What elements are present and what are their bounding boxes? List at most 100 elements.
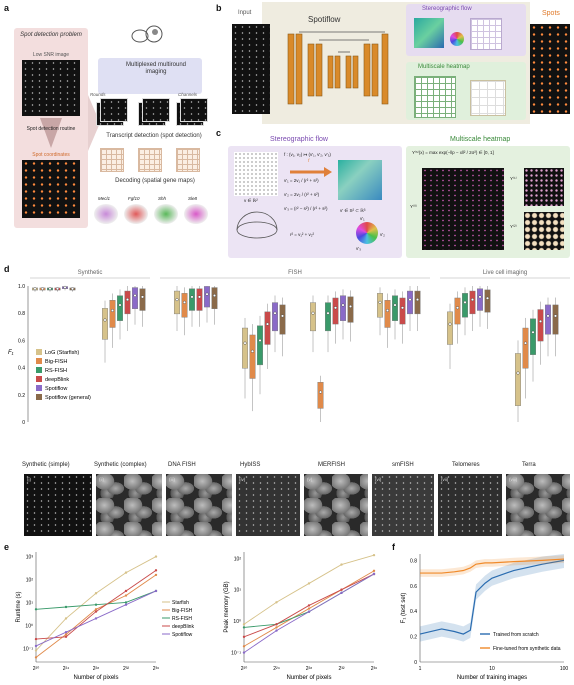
- data-point: [275, 626, 278, 629]
- x-axis-label: Number of pixels: [73, 675, 118, 681]
- y1-label: Y⁽¹⁾: [510, 176, 517, 181]
- median-point: [118, 303, 122, 307]
- box: [257, 325, 264, 366]
- dataset-image: (vii): [438, 474, 502, 536]
- box: [109, 300, 116, 328]
- equation-v3: v′₃ = (r² − s²) / (r² + s²): [284, 206, 328, 211]
- v3-axis-label: v′₃: [356, 246, 361, 251]
- median-point: [48, 287, 52, 291]
- data-point: [64, 633, 68, 636]
- data-point: [154, 573, 158, 577]
- panel-e-runtime-chart: 2²⁰ 2²⁴ 2²⁸ 2³² 2³⁶ 10³ 10² 10¹ 10⁰ 10⁻¹ Number of…: [16, 552, 194, 681]
- median-point: [56, 287, 60, 291]
- series-line: [243, 573, 375, 653]
- data-point: [124, 589, 128, 593]
- gene-label: Mecl1: [98, 196, 111, 201]
- series-line: [420, 558, 565, 574]
- data-point: [340, 563, 343, 566]
- mouse-icon: [130, 22, 164, 48]
- box: [264, 311, 271, 345]
- y-axis-label: F₁: [8, 350, 14, 356]
- spots-image: [530, 24, 570, 114]
- box: [447, 311, 454, 345]
- median-point: [250, 349, 254, 353]
- color-wheel-icon: [356, 222, 378, 244]
- dataset-name: Synthetic (complex): [94, 462, 147, 468]
- data-point: [34, 649, 38, 652]
- input-image: [232, 24, 270, 114]
- box: [392, 295, 399, 321]
- box: [477, 288, 484, 311]
- dataset-name: DNA FISH: [168, 462, 196, 468]
- y-tick-label: 0.2: [18, 393, 25, 399]
- box: [377, 293, 384, 318]
- heatmap-y1-image: [524, 168, 564, 206]
- panel-e-memory-chart: 2²⁰ 2²⁴ 2²⁸ 2³² 2³⁶ 10² 10¹ 10⁰ 10⁻¹ Number of pi…: [224, 552, 377, 681]
- group-label: Live cell imaging: [483, 270, 527, 276]
- y-tick-label: 0.2: [410, 635, 417, 641]
- median-point: [334, 306, 338, 310]
- data-point: [275, 629, 278, 632]
- dataset-name: Synthetic (simple): [22, 462, 70, 468]
- median-point: [41, 287, 45, 291]
- data-point: [154, 555, 158, 558]
- median-point: [70, 287, 74, 291]
- dataset-name: Terra: [522, 462, 536, 468]
- data-point: [64, 617, 68, 620]
- median-point: [175, 298, 179, 302]
- x-tick-label: 1: [419, 666, 422, 672]
- box: [317, 382, 324, 409]
- x-axis-label: Number of pixels: [286, 675, 331, 681]
- panel-b-label: b: [216, 3, 222, 13]
- data-point: [64, 605, 68, 609]
- legend-label: LoG (Starfish): [45, 350, 79, 356]
- spots-label: Spots: [542, 10, 560, 17]
- median-point: [516, 371, 520, 375]
- panel-c-label: c: [216, 128, 222, 138]
- y-tick-label: 10²: [26, 578, 34, 584]
- data-point: [34, 644, 38, 648]
- dataset-image: (vi): [372, 474, 434, 536]
- box: [537, 309, 544, 342]
- box: [181, 293, 188, 318]
- y-tick-label: 0.4: [18, 366, 25, 372]
- median-point: [386, 308, 390, 312]
- data-point: [94, 610, 98, 613]
- y-tick-label: 10⁰: [25, 623, 33, 629]
- dataset-name: HybISS: [240, 462, 261, 468]
- x-tick-label: 2²⁴: [63, 666, 70, 672]
- data-point: [154, 589, 158, 593]
- box: [515, 353, 522, 406]
- median-point: [546, 314, 550, 318]
- legend-label: RS-FISH: [45, 368, 67, 374]
- dataset-image: (i): [24, 474, 92, 536]
- data-point: [124, 594, 128, 597]
- median-point: [448, 322, 452, 326]
- median-point: [408, 298, 412, 302]
- panel-a-title: Spot detection problem: [20, 32, 82, 38]
- box: [530, 318, 537, 355]
- y-tick-label: 0.8: [410, 558, 417, 564]
- box: [484, 289, 491, 313]
- data-point: [94, 592, 98, 595]
- dataset-image: (v): [304, 474, 368, 536]
- multiscale-heatmap-title: Multiscale heatmap: [450, 136, 511, 143]
- y-tick-label: 0.8: [18, 311, 25, 317]
- box: [101, 308, 108, 340]
- box: [272, 302, 279, 332]
- legend-swatch: [36, 385, 42, 391]
- median-point: [103, 318, 107, 322]
- decoding-label: Decoding (spatial gene maps): [115, 178, 195, 184]
- median-point: [341, 303, 345, 307]
- median-point: [463, 300, 467, 304]
- median-point: [63, 285, 67, 289]
- legend-label: Spotiflow: [172, 632, 193, 638]
- median-point: [456, 306, 460, 310]
- arrow-down-icon: [40, 118, 62, 148]
- box: [139, 288, 146, 311]
- f-map-equation: f : (v₁, v₂) ↦ (v′₁, v′₂, v′₃): [284, 152, 331, 157]
- series-line: [243, 554, 375, 625]
- legend-swatch: [36, 358, 42, 364]
- y-tick-label: 0.4: [410, 609, 417, 615]
- x-tick-label: 10: [489, 666, 495, 672]
